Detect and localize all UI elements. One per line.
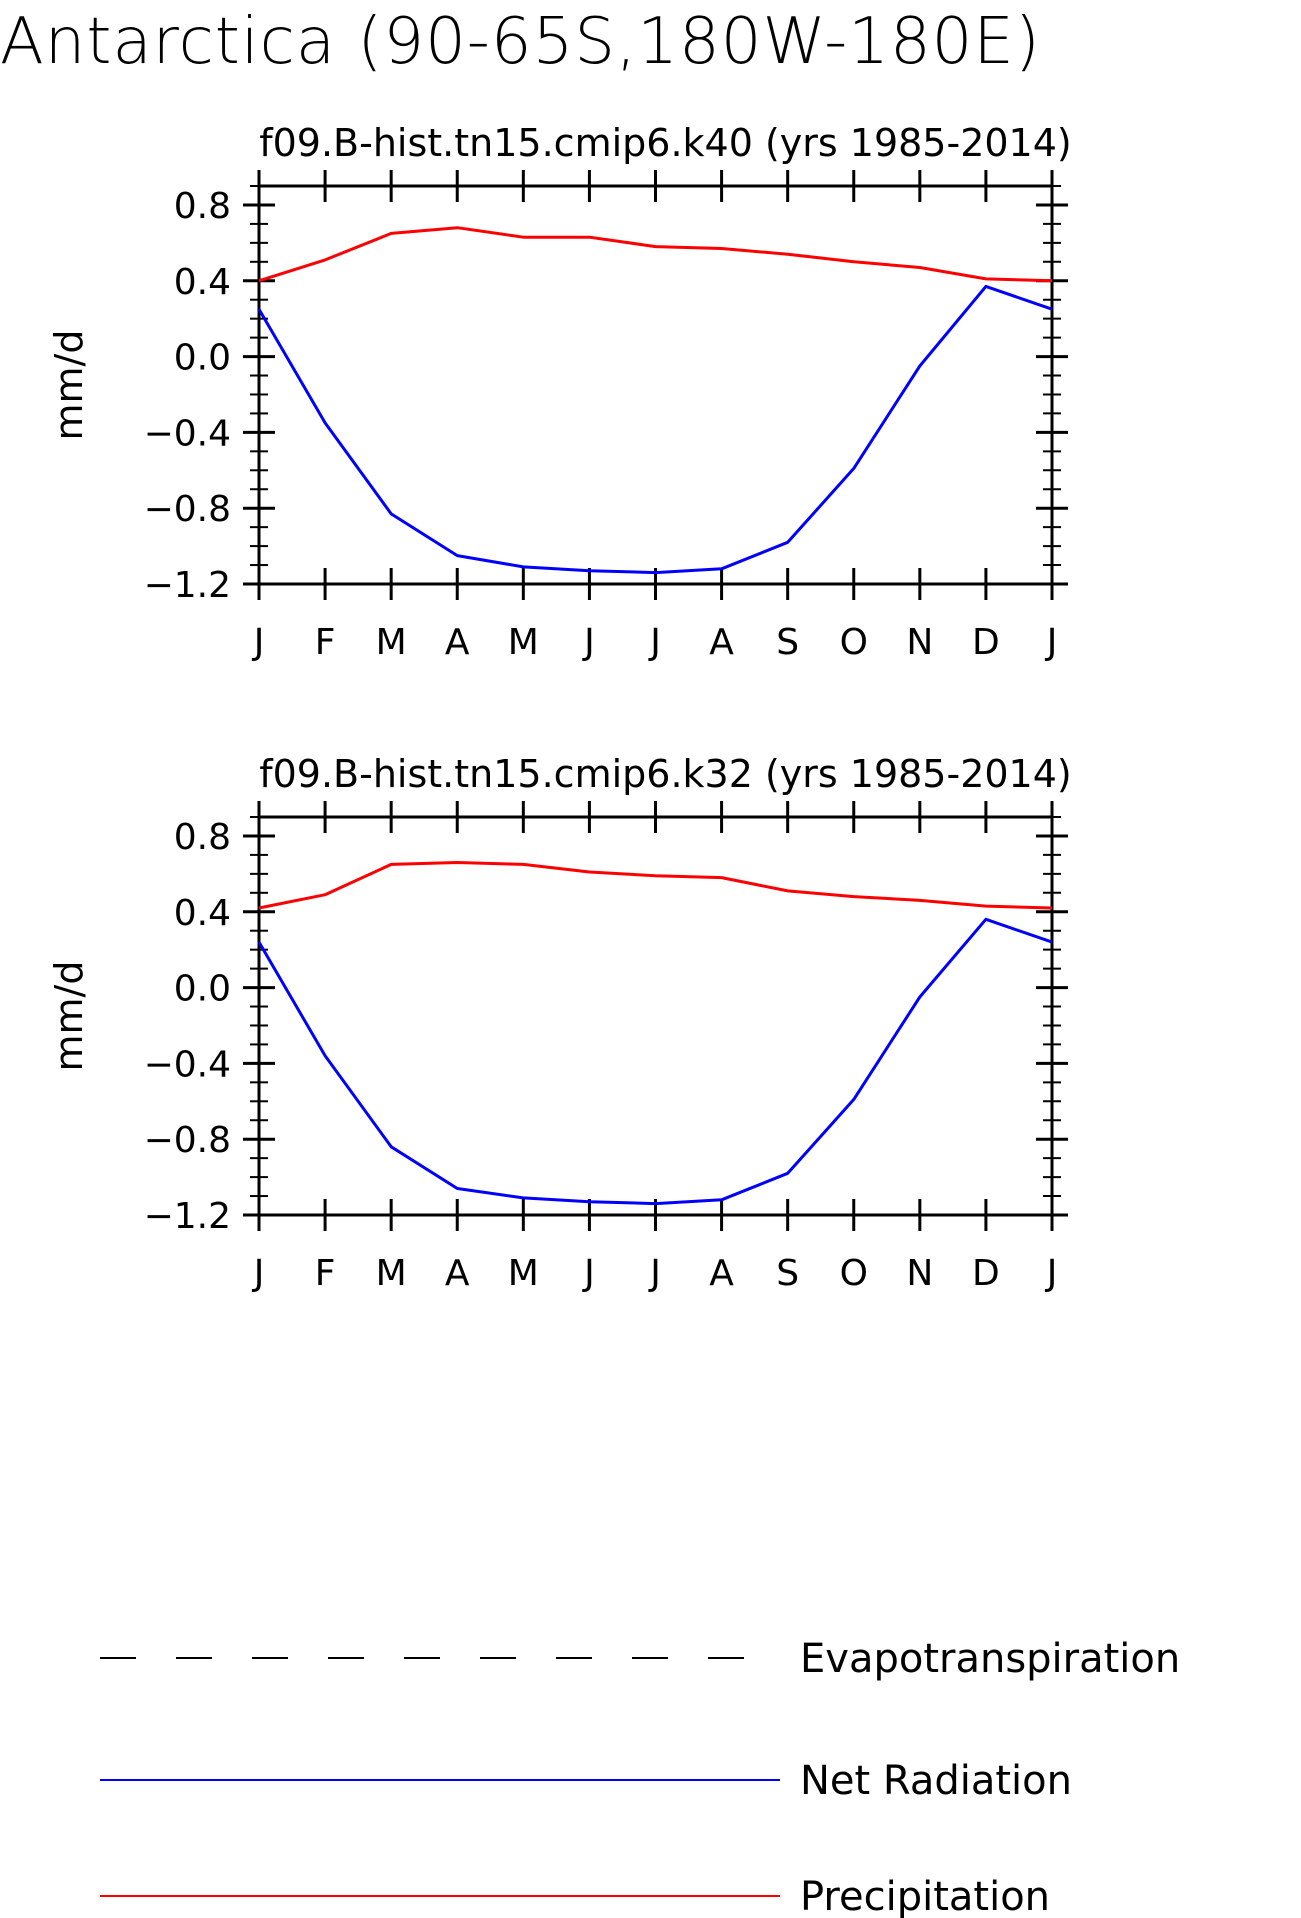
x-tick-label: O <box>840 622 868 663</box>
y-tick-label: −0.8 <box>144 489 231 530</box>
x-tick-label: J <box>582 622 595 663</box>
x-tick-label: S <box>776 622 799 663</box>
x-tick-label: F <box>315 622 336 663</box>
series-line-net-radiation <box>257 284 1053 575</box>
x-tick-label: O <box>840 1253 868 1294</box>
x-tick-label: J <box>648 1253 661 1294</box>
panel-title: f09.B-hist.tn15.cmip6.k32 (yrs 1985-2014… <box>259 752 1071 796</box>
x-tick-label: J <box>252 1253 265 1294</box>
panel-k32: f09.B-hist.tn15.cmip6.k32 (yrs 1985-2014… <box>47 752 1072 1294</box>
legend-label-precipitation: Precipitation <box>800 1874 1050 1918</box>
x-tick-label: M <box>508 622 539 663</box>
figure-title: Antarctica (90-65S,180W-180E) <box>0 5 1041 79</box>
y-tick-label: 0.8 <box>174 817 231 858</box>
x-tick-label: J <box>582 1253 595 1294</box>
y-axis-label: mm/d <box>47 330 91 441</box>
x-tick-label: J <box>648 622 661 663</box>
x-tick-label: A <box>445 622 470 663</box>
x-tick-label: D <box>972 622 1000 663</box>
y-tick-label: −0.8 <box>144 1120 231 1161</box>
x-tick-label: M <box>376 1253 407 1294</box>
x-tick-label: S <box>776 1253 799 1294</box>
y-tick-label: −0.4 <box>144 413 231 454</box>
x-tick-label: N <box>906 1253 933 1294</box>
series-line-precipitation <box>258 226 1053 283</box>
x-tick-label: M <box>376 622 407 663</box>
legend-label-evapotranspiration: Evapotranspiration <box>800 1636 1180 1682</box>
y-axis-label: mm/d <box>47 961 91 1072</box>
legend-label-net-radiation: Net Radiation <box>800 1758 1072 1804</box>
x-tick-label: A <box>709 622 734 663</box>
panel-title: f09.B-hist.tn15.cmip6.k40 (yrs 1985-2014… <box>259 121 1071 165</box>
x-tick-label: D <box>972 1253 1000 1294</box>
y-tick-label: 0.4 <box>174 262 231 303</box>
x-tick-label: J <box>1045 1253 1058 1294</box>
x-tick-label: N <box>906 622 933 663</box>
y-tick-label: 0.0 <box>174 969 231 1010</box>
y-tick-label: −1.2 <box>144 565 231 606</box>
x-tick-label: J <box>1045 622 1058 663</box>
panel-k40: f09.B-hist.tn15.cmip6.k40 (yrs 1985-2014… <box>47 121 1072 663</box>
series-line-precipitation <box>258 861 1053 910</box>
series-line-net-radiation <box>257 917 1053 1206</box>
x-tick-label: F <box>315 1253 336 1294</box>
x-tick-label: M <box>508 1253 539 1294</box>
x-tick-label: A <box>709 1253 734 1294</box>
y-tick-label: −1.2 <box>144 1196 231 1237</box>
legend: Evapotranspiration Net Radiation Precipita… <box>100 1636 1180 1918</box>
y-tick-label: 0.8 <box>174 186 231 227</box>
y-tick-label: 0.0 <box>174 338 231 379</box>
y-tick-label: −0.4 <box>144 1044 231 1085</box>
x-tick-label: J <box>252 622 265 663</box>
x-tick-label: A <box>445 1253 470 1294</box>
y-tick-label: 0.4 <box>174 893 231 934</box>
